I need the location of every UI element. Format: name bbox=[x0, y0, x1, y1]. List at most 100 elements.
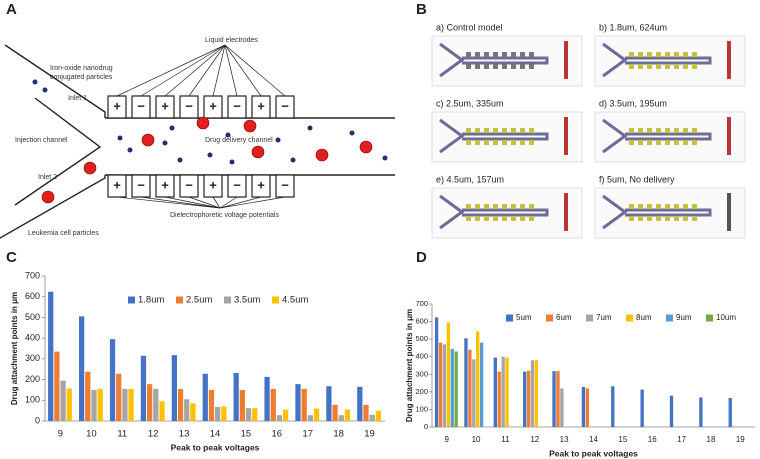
bar bbox=[140, 355, 147, 421]
sim-colorbar bbox=[727, 193, 731, 231]
bar bbox=[54, 351, 60, 421]
drug-particle bbox=[382, 155, 388, 161]
bar bbox=[450, 348, 454, 427]
sim-electrode bbox=[475, 128, 480, 133]
bar bbox=[153, 388, 159, 421]
drug-particle bbox=[290, 157, 296, 163]
y-tick-label: 400 bbox=[415, 352, 428, 361]
x-tick-label: 11 bbox=[117, 429, 127, 440]
lead bbox=[219, 196, 238, 209]
legend-label: 3.5um bbox=[234, 295, 260, 306]
sim-frame bbox=[431, 187, 583, 239]
bar bbox=[363, 404, 369, 421]
lead bbox=[224, 44, 286, 97]
sim-electrode bbox=[502, 140, 507, 145]
sim-electrode bbox=[665, 140, 670, 145]
bar bbox=[442, 344, 447, 427]
sim-electrode bbox=[466, 216, 471, 221]
sim-colorbar bbox=[727, 41, 731, 79]
cell-particle bbox=[83, 161, 97, 175]
sim-electrode bbox=[665, 216, 670, 221]
sim-colorbar bbox=[564, 193, 568, 231]
bar bbox=[208, 389, 215, 421]
label: Leukemia cell particles bbox=[28, 230, 99, 237]
sim-electrode bbox=[656, 128, 661, 133]
legend-label: 4.5um bbox=[282, 295, 308, 306]
bar bbox=[728, 398, 732, 427]
sim-electrode bbox=[647, 216, 652, 221]
sim-electrode bbox=[629, 204, 634, 209]
sim-electrode bbox=[683, 204, 688, 209]
bar bbox=[669, 395, 674, 427]
lead bbox=[188, 196, 221, 209]
panel-label: D bbox=[416, 249, 427, 266]
legend-swatch bbox=[546, 314, 553, 322]
bar bbox=[454, 351, 458, 427]
x-tick-label: 17 bbox=[302, 429, 313, 440]
sim-electrode bbox=[647, 140, 652, 145]
sim-electrode bbox=[638, 128, 643, 133]
sim-electrode bbox=[674, 52, 679, 57]
cell-particle bbox=[243, 119, 257, 133]
x-tick-label: 15 bbox=[618, 435, 627, 444]
sim-electrode bbox=[511, 140, 516, 145]
sim-electrode bbox=[665, 52, 670, 57]
sim-caption: d) 3.5um, 195um bbox=[599, 98, 667, 108]
panel-label: B bbox=[416, 1, 427, 18]
bar bbox=[276, 415, 283, 421]
sim-electrode bbox=[484, 216, 489, 221]
bar bbox=[369, 414, 375, 421]
panel-label: C bbox=[6, 249, 17, 266]
legend-swatch bbox=[626, 314, 633, 322]
sim-electrode bbox=[511, 52, 516, 57]
sim-electrode bbox=[529, 140, 534, 145]
sim-electrode bbox=[674, 204, 679, 209]
electrode-sign: − bbox=[137, 98, 145, 113]
bar bbox=[375, 410, 381, 421]
sim-channel bbox=[602, 118, 712, 154]
bar bbox=[556, 371, 560, 427]
bar bbox=[344, 409, 351, 421]
sim-electrode bbox=[493, 216, 498, 221]
sim-frame bbox=[594, 111, 746, 163]
cell-particle bbox=[315, 148, 329, 162]
sim-electrode bbox=[647, 128, 652, 133]
bar bbox=[48, 291, 54, 421]
x-tick-label: 12 bbox=[148, 429, 159, 440]
sim-electrode bbox=[647, 64, 652, 69]
lead bbox=[219, 196, 286, 209]
x-tick-label: 15 bbox=[241, 429, 252, 440]
drug-particle bbox=[349, 130, 355, 136]
sim-electrode bbox=[502, 52, 507, 57]
drug-particle bbox=[169, 125, 175, 131]
sim-electrode bbox=[493, 204, 498, 209]
bar bbox=[497, 371, 501, 427]
sim-colorbar bbox=[727, 117, 731, 155]
lead bbox=[212, 44, 226, 97]
bar bbox=[264, 376, 270, 421]
bar bbox=[472, 359, 476, 427]
sim-electrode bbox=[665, 128, 670, 133]
label: Dielectrophoretic voltage potentials bbox=[170, 212, 279, 219]
sim-electrode bbox=[502, 128, 507, 133]
sim-channel bbox=[439, 194, 549, 230]
sim-electrode bbox=[475, 52, 480, 57]
legend-swatch bbox=[706, 314, 713, 322]
sim-electrode bbox=[502, 204, 507, 209]
x-axis-title: Peak to peak voltages bbox=[171, 442, 260, 452]
lead bbox=[116, 44, 226, 97]
sim-electrode bbox=[692, 216, 697, 221]
legend-swatch bbox=[666, 314, 673, 322]
sim-channel bbox=[439, 42, 549, 78]
sim-electrode bbox=[475, 204, 480, 209]
x-axis-title: Peak to peak voltages bbox=[549, 448, 638, 458]
sim-electrode bbox=[629, 52, 634, 57]
x-tick-label: 19 bbox=[736, 435, 745, 444]
legend-label: 5um bbox=[516, 313, 532, 322]
label: Inlet 2 bbox=[38, 174, 57, 181]
drug-particle bbox=[225, 132, 231, 138]
x-tick-label: 12 bbox=[530, 435, 539, 444]
label: Inlet 1 bbox=[68, 95, 87, 102]
sim-colorbar bbox=[564, 117, 568, 155]
